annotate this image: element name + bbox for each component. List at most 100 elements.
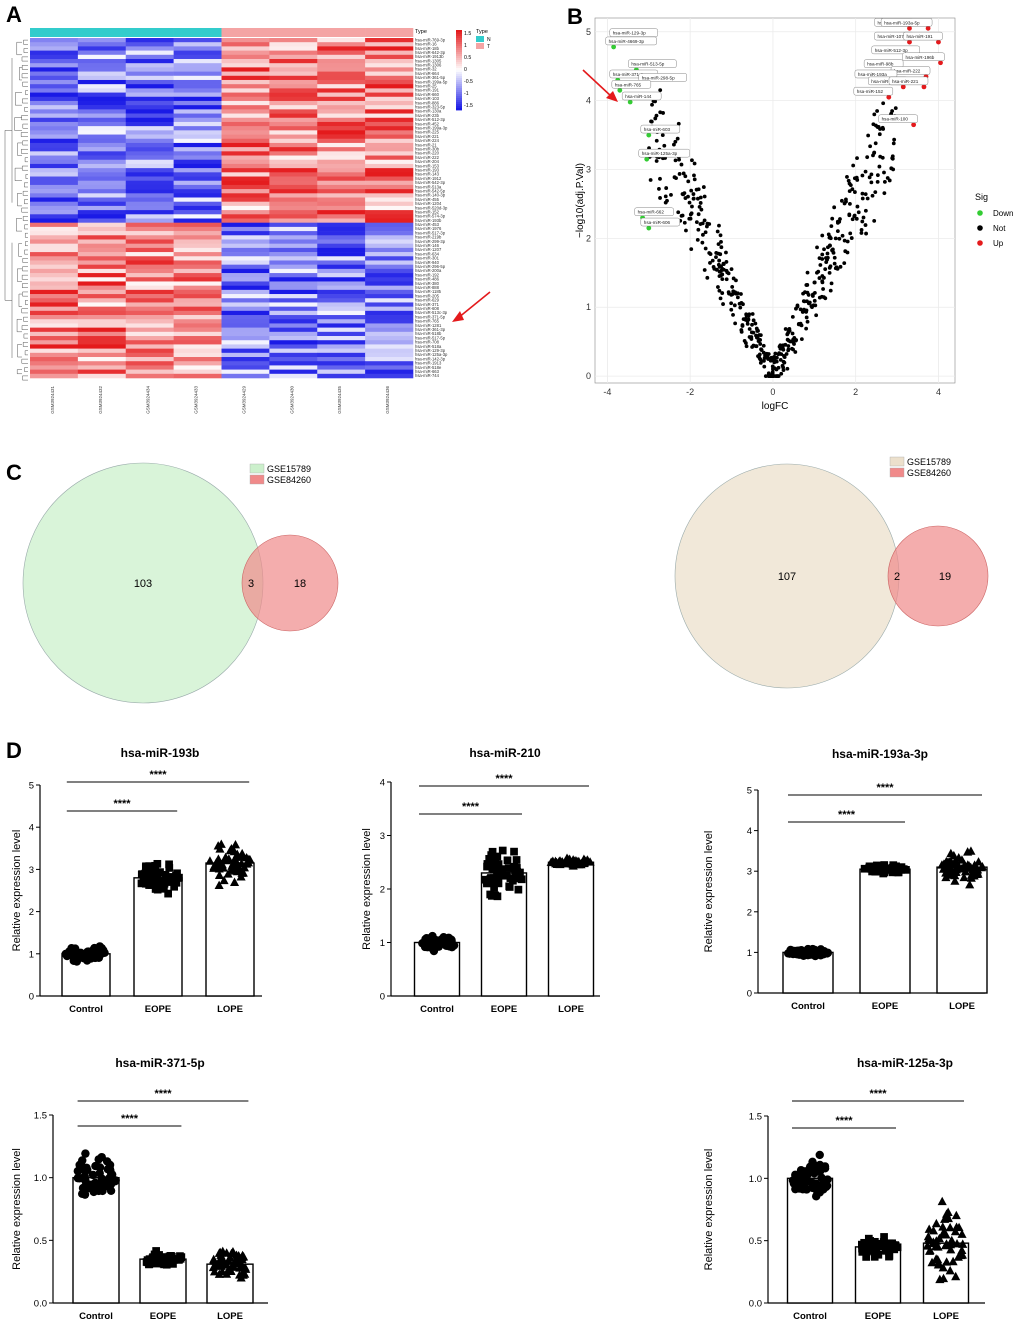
sample-point — [78, 953, 88, 962]
dendrogram-branch — [20, 132, 28, 137]
not-significant-point — [650, 102, 654, 107]
sample-points — [205, 839, 255, 890]
heatmap-cell — [77, 252, 127, 257]
colorbar-segment — [456, 106, 462, 109]
up-point — [936, 39, 941, 45]
heatmap-cell — [317, 42, 366, 47]
heatmap-cell — [125, 310, 174, 316]
sample-point — [789, 1179, 799, 1188]
dendrogram-branch — [24, 224, 28, 230]
heatmap-cell — [221, 277, 270, 282]
colorbar-segment — [456, 80, 462, 83]
sample-point — [802, 1185, 811, 1194]
type-annotation-cell — [30, 28, 79, 37]
not-significant-point — [661, 111, 665, 115]
heatmap-column-label: GSM3924430 — [289, 386, 294, 414]
not-significant-point — [842, 238, 847, 243]
not-significant-point — [675, 136, 680, 141]
not-significant-point — [860, 196, 865, 201]
heatmap-cell — [173, 273, 222, 278]
heatmap-cell — [317, 189, 366, 194]
heatmap-cell — [125, 105, 174, 110]
not-significant-point — [754, 326, 759, 331]
heatmap-cell — [125, 373, 174, 379]
heatmap-cell — [173, 159, 222, 165]
colorbar-segment — [456, 40, 462, 43]
not-significant-point — [771, 374, 776, 379]
legend-title: Sig — [975, 192, 988, 202]
dendrogram-branch — [22, 81, 28, 87]
colorbar-segment — [456, 64, 462, 67]
not-significant-point — [702, 268, 707, 272]
down-point — [644, 156, 650, 162]
heatmap-cell — [77, 180, 127, 186]
y-tick-label: 3 — [29, 865, 34, 876]
sample-point — [221, 855, 231, 865]
significance-label: **** — [149, 769, 167, 781]
heatmap-cell — [30, 159, 79, 165]
heatmap-row-label: hsa-miR-125a-3p — [415, 352, 448, 357]
heatmap-cell — [125, 277, 174, 282]
not-significant-point — [851, 163, 856, 168]
venn-count-intersection: 3 — [248, 578, 254, 590]
venn-count-a-only: 107 — [778, 571, 796, 583]
not-significant-point — [802, 307, 806, 312]
point-label-box — [888, 76, 929, 86]
heatmap-cell — [269, 302, 318, 307]
point-label-box — [638, 73, 687, 82]
colorbar-segment — [456, 92, 462, 95]
not-significant-point — [869, 172, 874, 177]
heatmap-cell — [317, 58, 366, 64]
not-significant-point — [677, 157, 681, 162]
heatmap-cell — [30, 184, 79, 190]
not-significant-point — [731, 312, 735, 317]
sample-point — [938, 1222, 948, 1231]
dendrogram-branch — [22, 375, 28, 381]
heatmap-cell — [125, 247, 174, 253]
venn-legend-label: GSE15789 — [907, 457, 951, 467]
heatmap-cell — [125, 348, 174, 354]
not-significant-point — [689, 211, 694, 216]
not-significant-point — [835, 229, 840, 233]
sample-point — [874, 1239, 883, 1248]
heatmap-row-label: hsa-miR-143 — [415, 172, 440, 177]
not-significant-point — [690, 158, 694, 163]
heatmap-cell — [365, 92, 414, 98]
not-significant-point — [818, 263, 823, 267]
not-significant-point — [739, 292, 743, 296]
heatmap-cell — [125, 54, 174, 60]
not-significant-point — [744, 312, 749, 317]
heatmap-cell — [365, 172, 414, 177]
heatmap-cell — [317, 88, 366, 93]
not-significant-point — [872, 150, 877, 155]
heatmap-cell — [269, 352, 318, 358]
not-significant-point — [705, 275, 710, 280]
heatmap-cell — [77, 247, 127, 253]
y-tick-label: 0 — [29, 992, 34, 1003]
heatmap-cell — [77, 147, 127, 152]
dendrogram-branch — [21, 325, 28, 330]
heatmap-cell — [125, 289, 174, 295]
heatmap-cell — [30, 331, 79, 337]
heatmap-cell — [125, 159, 174, 165]
colorbar-segment — [456, 94, 462, 97]
not-significant-point — [875, 109, 880, 113]
sample-point — [860, 864, 869, 873]
heatmap-cell — [269, 201, 318, 207]
heatmap-cell — [221, 46, 270, 51]
sample-point — [81, 1149, 90, 1158]
heatmap-cell — [125, 168, 174, 173]
x-category-label: Control — [793, 1311, 827, 1322]
heatmap-cell — [221, 218, 270, 223]
not-significant-point — [855, 156, 859, 161]
heatmap-cell — [173, 218, 222, 223]
heatmap-cell — [77, 239, 127, 244]
up-point — [938, 60, 943, 66]
heatmap-cell — [269, 147, 318, 152]
colorbar-segment — [456, 48, 462, 51]
not-significant-point — [677, 172, 682, 176]
legend-label: Down — [993, 209, 1013, 218]
not-significant-point — [691, 192, 696, 196]
